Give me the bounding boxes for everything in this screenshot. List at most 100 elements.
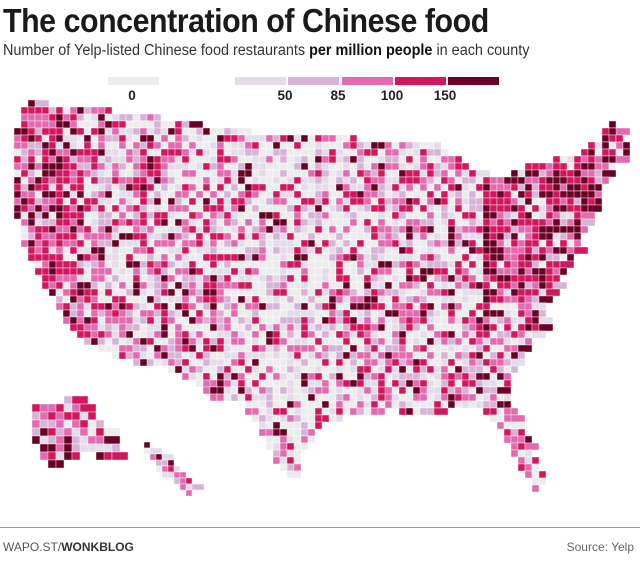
county-cell xyxy=(272,337,281,346)
county-cell xyxy=(545,211,554,220)
county-cell xyxy=(398,295,407,304)
hawaii-county-cell xyxy=(161,471,169,479)
county-cell xyxy=(356,351,365,360)
county-cell xyxy=(384,288,393,297)
county-cell xyxy=(538,204,547,213)
county-cell xyxy=(293,204,302,213)
county-cell xyxy=(356,400,365,409)
county-cell xyxy=(244,232,253,241)
county-cell xyxy=(475,169,491,178)
county-cell xyxy=(230,211,239,220)
county-cell xyxy=(272,253,281,262)
county-cell xyxy=(195,204,204,213)
county-cell xyxy=(405,155,414,164)
county-cell xyxy=(160,218,169,227)
alaska-county-cell xyxy=(87,435,97,445)
county-cell xyxy=(132,211,141,220)
county-cell xyxy=(412,407,421,416)
county-cell xyxy=(139,141,148,150)
county-cell xyxy=(447,162,456,171)
county-cell xyxy=(349,267,358,276)
county-cell xyxy=(342,134,351,143)
county-cell xyxy=(160,344,169,353)
county-cell xyxy=(321,176,330,185)
county-cell xyxy=(265,421,274,430)
county-cell xyxy=(125,323,134,332)
county-cell xyxy=(342,267,351,276)
county-cell xyxy=(489,316,498,325)
county-cell xyxy=(342,407,351,416)
county-cell xyxy=(48,106,57,115)
county-cell xyxy=(48,246,57,255)
county-cell xyxy=(160,288,169,297)
county-cell xyxy=(286,295,295,304)
county-cell xyxy=(153,344,162,353)
county-cell xyxy=(342,197,351,206)
county-cell xyxy=(76,204,85,213)
county-cell xyxy=(251,400,260,409)
county-cell xyxy=(475,253,484,262)
county-cell xyxy=(503,246,512,255)
county-cell xyxy=(475,274,484,283)
county-cell xyxy=(20,190,29,199)
county-cell xyxy=(48,169,57,178)
county-cell xyxy=(83,162,92,171)
county-cell xyxy=(265,141,274,150)
county-cell xyxy=(300,246,309,255)
county-cell xyxy=(489,358,498,367)
county-cell xyxy=(517,169,526,178)
county-cell xyxy=(97,218,106,227)
county-cell xyxy=(97,330,106,339)
county-cell xyxy=(580,176,589,185)
county-cell xyxy=(139,253,148,262)
hawaii-county-cell xyxy=(185,489,193,497)
county-cell xyxy=(153,134,162,143)
county-cell xyxy=(223,127,232,136)
county-cell xyxy=(251,309,260,318)
county-cell xyxy=(174,323,183,332)
county-cell xyxy=(69,309,78,318)
county-cell xyxy=(503,225,512,234)
county-cell xyxy=(76,225,85,234)
county-cell xyxy=(132,183,141,192)
county-cell xyxy=(237,302,246,311)
county-cell xyxy=(160,148,169,157)
county-cell xyxy=(454,211,463,220)
county-cell xyxy=(69,260,78,269)
county-cell xyxy=(377,351,386,360)
county-cell xyxy=(230,344,239,353)
county-cell xyxy=(363,246,372,255)
county-cell xyxy=(97,148,106,157)
county-cell xyxy=(251,407,260,416)
county-cell xyxy=(454,337,463,346)
county-cell xyxy=(97,267,106,276)
county-cell xyxy=(237,134,246,143)
county-cell xyxy=(335,400,344,409)
county-cell xyxy=(468,365,477,374)
county-cell xyxy=(55,176,64,185)
county-cell xyxy=(405,330,414,339)
county-cell xyxy=(216,169,225,178)
county-cell xyxy=(244,176,253,185)
county-cell xyxy=(440,316,449,325)
county-cell xyxy=(125,274,134,283)
county-cell xyxy=(482,323,491,332)
county-cell xyxy=(90,106,99,115)
county-cell xyxy=(559,218,568,227)
county-cell xyxy=(111,267,120,276)
county-cell xyxy=(202,169,211,178)
county-cell xyxy=(272,379,281,388)
county-cell xyxy=(286,400,295,409)
county-cell xyxy=(405,316,414,325)
county-cell xyxy=(510,295,519,304)
county-cell xyxy=(328,204,337,213)
county-cell xyxy=(279,141,288,150)
county-cell xyxy=(538,190,547,199)
county-cell xyxy=(503,379,512,388)
county-cell xyxy=(118,232,127,241)
alaska-county-cell xyxy=(63,451,73,461)
county-cell xyxy=(349,351,358,360)
county-cell xyxy=(384,225,393,234)
county-cell xyxy=(552,204,561,213)
county-cell xyxy=(265,365,274,374)
